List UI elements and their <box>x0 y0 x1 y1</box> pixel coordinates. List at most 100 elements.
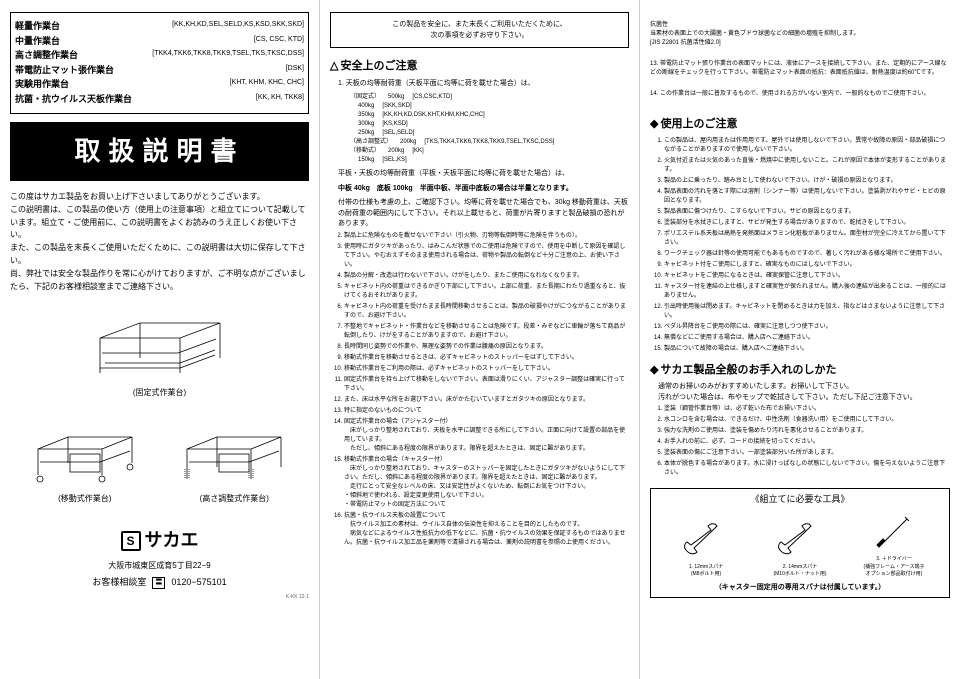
lc: [KK,KH,KD,DSK,KHT,KHM,KHC,CHC] <box>382 111 484 120</box>
tool-spanner-12: 1. 12mmスパナ (M8ボルト用) <box>664 520 749 579</box>
tool-screwdriver: 3. ＋ドライバー (補強フレーム・アース端子 オプション部品取付け用) <box>852 513 937 579</box>
load-note: 中板 40kg 底板 100kg 半面中板、半面中底板の場合は半量となります。 <box>338 184 629 195</box>
pre-notes: 抗菌性 当素材の表面上での大腸菌・黄色ブドウ球菌などの細菌の増殖を抑制します。 … <box>650 12 950 108</box>
list-item: 強力な洗剤のご使用は、塗装を傷めたり汚れを悪化させることがあります。 <box>664 427 950 436</box>
prod-codes: [KHT, KHM, KHC, CHC] <box>230 78 304 92</box>
lt: （移動式） <box>350 147 380 156</box>
brand-name: サカエ <box>145 527 199 554</box>
list-item: 引出時使用後は閉めます。キャビネットを閉めるときは力を加え、指などはさまないよう… <box>664 303 950 321</box>
lw: 200kg <box>388 147 404 156</box>
notice-line: この製品を安全に、また末長くご利用いただくために、 <box>337 19 622 30</box>
list-item: 塗装部分を水拭きにしますと、サビが発生する場合がありますので、乾拭きをして下さい… <box>664 219 950 228</box>
list-item: 本体が脱色する場合があります。水に浸けっぱなしの状態にしないで下さい。傷を与えな… <box>664 460 950 478</box>
prod-label: 中量作業台 <box>15 35 60 49</box>
prod-codes: [KK, KH, TKK8] <box>256 93 304 107</box>
adjustable-table-illustration: (高さ調整式作業台) <box>162 415 306 505</box>
list-item: 不整地でキャビネット・作業台などを移動させることは危険です。段差・みぞなどに車輪… <box>344 323 629 341</box>
lw: 200kg <box>400 138 416 147</box>
tools-title: 《組立てに必要な工具》 <box>659 493 941 507</box>
list-item: キャビネット付をご使用にしますと、確実なものにはしないで下さい。 <box>664 261 950 270</box>
tools-note: （キャスター固定用の専用スパナは付属しています。） <box>659 583 941 594</box>
prod-codes: [CS, CSC, KTD] <box>254 35 304 49</box>
caption: (高さ調整式作業台) <box>200 493 269 505</box>
phone-label: お客様相談室 <box>92 576 146 590</box>
lw: 150kg <box>358 156 374 165</box>
prod-label: 軽量作業台 <box>15 20 60 34</box>
list-item: 製品表面に傷つけたり、こすらないで下さい。サビの原因となります。 <box>664 208 950 217</box>
lt: （高さ調整式） <box>350 138 392 147</box>
lc: [SEL,SELD] <box>382 129 414 138</box>
phone-number: 0120−575101 <box>171 576 226 590</box>
top-notice-box: この製品を安全に、また末長くご利用いただくために、 次の事項を必ずお守り下さい。 <box>330 12 629 48</box>
list-item: 特に指定のないものについて <box>344 407 629 416</box>
list-item: また、床は水平な所をお選び下さい。床がかたむいていますとガタツキの原因となります… <box>344 396 629 405</box>
fixed-table-illustration: (固定式作業台) <box>10 309 309 399</box>
list-item: この製品は、屋内用または作用用です。屋外では使用しないで下さい。異常や故障の原因… <box>664 137 950 155</box>
intro-text: この度はサカエ製品をお買い上げ下さいましてありがとうございます。 この説明書は、… <box>10 191 309 293</box>
list-item: ワークチェック器は針等の使用可能でもあるものですので、著しく汚れがある様な場所で… <box>664 250 950 259</box>
mobile-table-illustration: (移動式作業台) <box>13 415 157 505</box>
notice-line: 次の事項を必ずお守り下さい。 <box>337 30 622 41</box>
list-item: キャビネット内の荷重はできるかぎり下部にして下さい。上部に荷重、また長期にわたり… <box>344 283 629 301</box>
pre-item: 抗菌性 当素材の表面上での大腸菌・黄色ブドウ球菌などの細菌の増殖を抑制します。 … <box>650 21 950 48</box>
care-intro: 通常のお掃いのみがおすすめいたします。お掃いして下さい。 汚れがついた場合は、布… <box>658 382 950 403</box>
list-item: キャスター付を連結の上仕様しますと確実性が保たれません。購入後の連結が出来ること… <box>664 283 950 301</box>
care-heading: サカエ製品全般のお手入れのしかた <box>650 362 950 379</box>
load-note: 平板・天板の均等耐荷重（平板・天板平面に均等に荷を載せた場合）は、 <box>338 169 629 180</box>
lt: （固定式） <box>350 93 380 102</box>
list-item: 固定式作業台の場合（アジャスター付） 床がしっかり整地されており、天板を水平に調… <box>344 418 629 454</box>
list-item: 水コンロを含む場合は、できるだけ、中性洗剤（食器洗い用）をご使用にして下さい。 <box>664 416 950 425</box>
lw: 300kg <box>358 120 374 129</box>
list-item: 火気付近または火気のあった直後・燃焼中に使用しないこと。これが原因で本体が変形す… <box>664 157 950 175</box>
lw: 350kg <box>358 111 374 120</box>
doc-number: K-KK 12-1 <box>10 594 309 602</box>
lc: [SEL,KS] <box>382 156 406 165</box>
list-item: 製品表面の汚れを落とす際には溶剤（シンナー等）は使用しないで下さい。塗装剥がれや… <box>664 188 950 206</box>
intro-p: また、この製品を末長くご使用いただくために、この説明書は大切に保存して下さい。 <box>10 242 309 268</box>
tool-label: 1. 12mmスパナ (M8ボルト用) <box>664 564 749 579</box>
list-item: キャビネットをご使用になるときは、確実保管に注意して下さい。 <box>664 272 950 281</box>
tools-box: 《組立てに必要な工具》 1. 12mmスパナ (M8ボルト用) 2. 14mmス… <box>650 488 950 598</box>
prod-codes: [KK,KH,KD,SEL,SELD,KS,KSD,SKK,SKD] <box>172 20 304 34</box>
intro-p: 尚、弊社では安全な製品作りを常に心がけておりますが、ご不明な点がございましたら、… <box>10 268 309 294</box>
intro-p: この度はサカエ製品をお買い上げ下さいましてありがとうございます。 <box>10 191 309 204</box>
address: 大阪市城東区成育5丁目22−9 <box>10 560 309 572</box>
lw: 500kg <box>388 93 404 102</box>
sakae-logo: Sサカエ <box>121 527 199 554</box>
list-item: 製品について故障の場合は、購入店へご連絡下さい。 <box>664 345 950 354</box>
caption: (固定式作業台) <box>133 387 186 399</box>
list-item: 移動式作業台を移動させるときは、必ずキャビネットのストッパーをはずして下さい。 <box>344 354 629 363</box>
prod-label: 高さ調整作業台 <box>15 49 78 63</box>
lc: [CS,CSC,KTD] <box>412 93 452 102</box>
intro-p: この説明書は、この製品の使い方（使用上の注意事項）と組立てについて記載しています… <box>10 204 309 242</box>
lc: [SKK,SKD] <box>382 102 411 111</box>
list-item: 製品の分解・改造は行わないで下さい。けがをしたり、またご使用になれなくなります。 <box>344 272 629 281</box>
prod-codes: [TKK4,TKK6,TKK8,TKK9,TSEL,TKS,TKSC,DSS] <box>152 49 304 63</box>
prod-label: 帯電防止マット張作業台 <box>15 64 114 78</box>
list-item: 塗装（鋼管作業台等）は、必ず乾いた布でお掃い下さい。 <box>664 405 950 414</box>
list-item: 無償などにご使用する場合は、購入店へご連絡下さい。 <box>664 334 950 343</box>
safety-heading: 安全上のご注意 <box>330 58 629 75</box>
lc: [KK] <box>412 147 423 156</box>
usage-list: この製品は、屋内用または作用用です。屋外では使用しないで下さい。異常や故障の原因… <box>664 137 950 354</box>
tool-label: 2. 14mmスパナ (M10ボルト・ナット用) <box>758 564 843 579</box>
list-item: 長時間同じ姿勢での作業や、無理な姿勢での作業は腰痛の原因となります。 <box>344 343 629 352</box>
pre-item: この作業台は一般に普及するもので、使用される方がいない室内で、一般的なものでご使… <box>660 91 930 97</box>
tool-label: 3. ＋ドライバー (補強フレーム・アース端子 オプション部品取付け用) <box>852 556 937 579</box>
list-item: 固定式作業台を持ち上げて移動をしないで下さい。表面は滑りにくい、アジャスター調整… <box>344 376 629 394</box>
product-types-box: 軽量作業台[KK,KH,KD,SEL,SELD,KS,KSD,SKK,SKD] … <box>10 12 309 114</box>
list-item: 塗装表面の傷にご注意下さい。一部塗装部分いた所があします。 <box>664 449 950 458</box>
safety-list: 製品上に危険なものを載せないで下さい（引火物、刃物等転倒時等に危険を伴うもの）。… <box>344 232 629 548</box>
pre-item: 帯電防止マット張り作業台の表面マットには、液体にアースを接続して下さい。また、定… <box>650 61 947 76</box>
lc: [KS,KSD] <box>382 120 407 129</box>
list-item: ペダル昇降台をご使用の際には、確実に注意しつつ使下さい。 <box>664 323 950 332</box>
lw: 400kg <box>358 102 374 111</box>
list-item: 移動式作業台をご利用の際は、必ずキャビネットのストッパーをして下さい。 <box>344 365 629 374</box>
list-item: お手入れの前に、必ず、コードの接続を切ってください。 <box>664 438 950 447</box>
usage-heading: 使用上のご注意 <box>650 116 950 133</box>
prod-codes: [DSK] <box>286 64 304 78</box>
prod-label: 実験用作業台 <box>15 78 69 92</box>
list-item: 使用時にガタツキがあったり、はみこんだ状態でのご使用は危険ですので、使用を中断し… <box>344 243 629 270</box>
list-item: 移動式作業台の場合（キャスター付） 床がしっかり整地されており、キャスターのスト… <box>344 456 629 510</box>
prod-label: 抗菌・抗ウイルス天板作業台 <box>15 93 132 107</box>
